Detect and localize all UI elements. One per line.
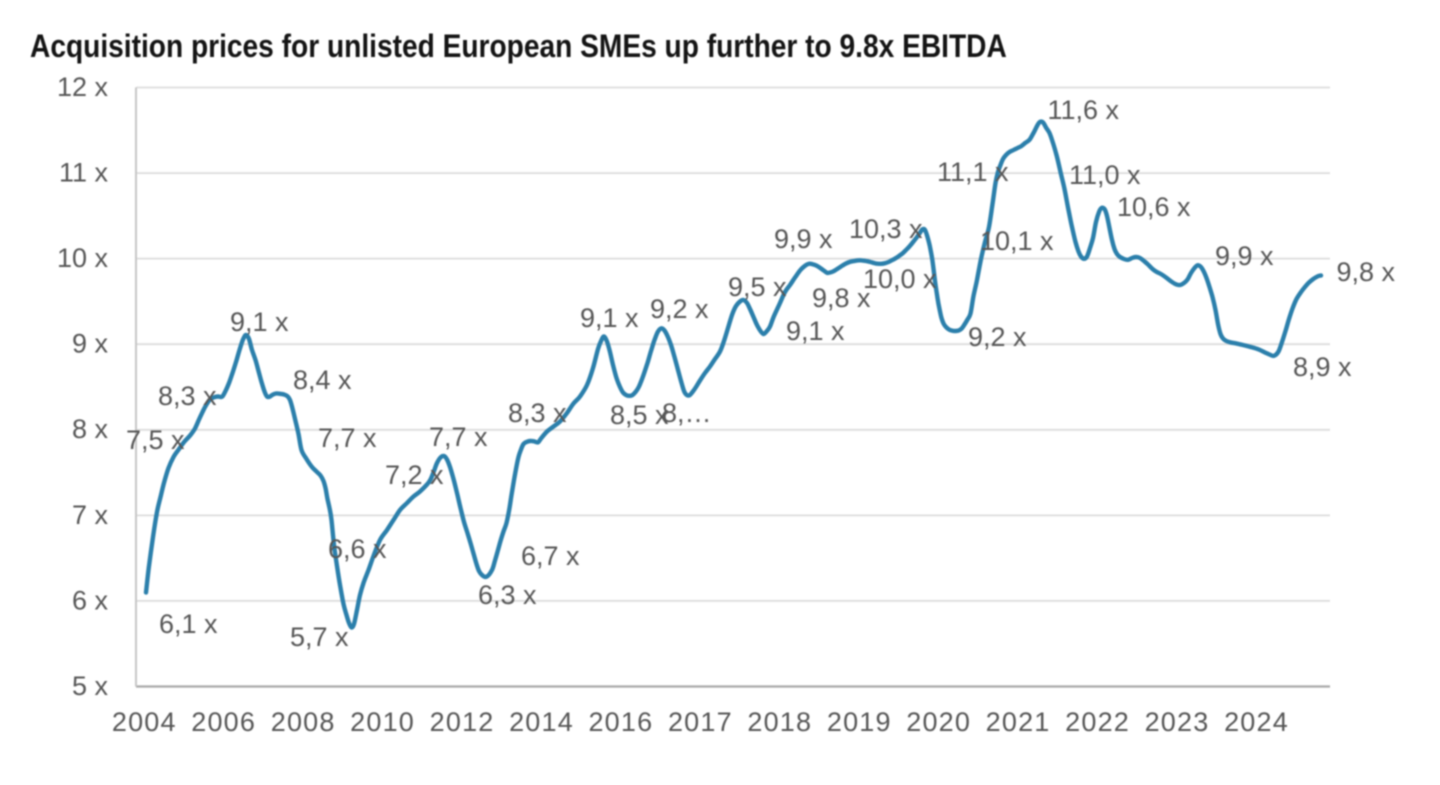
- svg-text:9 x: 9 x: [72, 329, 109, 359]
- svg-text:2010: 2010: [350, 707, 415, 737]
- svg-text:7,7 x: 7,7 x: [318, 423, 377, 453]
- svg-text:10,1 x: 10,1 x: [980, 226, 1054, 256]
- svg-text:8,9 x: 8,9 x: [1293, 352, 1352, 382]
- svg-text:10,0 x: 10,0 x: [863, 264, 937, 294]
- svg-text:6,3 x: 6,3 x: [478, 580, 537, 610]
- svg-text:11 x: 11 x: [59, 158, 109, 188]
- svg-text:9,1 x: 9,1 x: [786, 316, 845, 346]
- svg-text:9,9 x: 9,9 x: [774, 224, 833, 254]
- svg-text:10 x: 10 x: [57, 243, 109, 273]
- svg-text:7,7 x: 7,7 x: [429, 422, 488, 452]
- svg-text:9,2 x: 9,2 x: [968, 322, 1027, 352]
- svg-text:9,8 x: 9,8 x: [1337, 257, 1396, 287]
- svg-text:2006: 2006: [191, 707, 256, 737]
- svg-text:9,1 x: 9,1 x: [230, 307, 289, 337]
- svg-text:9,1 x: 9,1 x: [580, 303, 639, 333]
- svg-text:8,4 x: 8,4 x: [293, 365, 352, 395]
- svg-text:7,2 x: 7,2 x: [385, 460, 444, 490]
- svg-text:11,1 x: 11,1 x: [937, 157, 1009, 187]
- svg-text:9,9 x: 9,9 x: [1215, 241, 1274, 271]
- svg-text:2014: 2014: [509, 707, 574, 737]
- svg-text:9,5 x: 9,5 x: [728, 272, 787, 302]
- svg-text:5,7 x: 5,7 x: [290, 622, 349, 652]
- svg-text:8 x: 8 x: [72, 414, 109, 444]
- svg-text:2022: 2022: [1065, 707, 1130, 737]
- svg-text:2012: 2012: [430, 707, 495, 737]
- svg-text:2023: 2023: [1145, 707, 1210, 737]
- svg-text:8,…: 8,…: [662, 398, 712, 428]
- svg-text:8,3 x: 8,3 x: [508, 398, 567, 428]
- svg-text:12 x: 12 x: [57, 72, 109, 102]
- svg-text:5 x: 5 x: [72, 671, 109, 701]
- svg-text:8,5 x: 8,5 x: [610, 400, 669, 430]
- svg-text:2018: 2018: [747, 707, 812, 737]
- svg-text:2024: 2024: [1224, 707, 1289, 737]
- svg-text:2008: 2008: [271, 707, 336, 737]
- svg-text:2017: 2017: [668, 707, 733, 737]
- svg-text:7,5 x: 7,5 x: [126, 425, 185, 455]
- svg-text:10,3 x: 10,3 x: [849, 214, 923, 244]
- svg-text:8,3 x: 8,3 x: [158, 381, 217, 411]
- svg-text:6,6 x: 6,6 x: [328, 534, 387, 564]
- svg-text:11,0 x: 11,0 x: [1069, 160, 1141, 190]
- svg-text:2016: 2016: [588, 707, 653, 737]
- svg-text:6 x: 6 x: [72, 585, 109, 615]
- svg-text:9,8 x: 9,8 x: [812, 283, 871, 313]
- svg-text:2019: 2019: [827, 707, 892, 737]
- svg-text:7 x: 7 x: [72, 500, 109, 530]
- svg-text:2020: 2020: [906, 707, 971, 737]
- svg-text:2021: 2021: [986, 707, 1051, 737]
- svg-text:11,6 x: 11,6 x: [1048, 95, 1120, 125]
- svg-text:9,2 x: 9,2 x: [650, 294, 709, 324]
- svg-text:10,6 x: 10,6 x: [1117, 192, 1191, 222]
- svg-text:6,7 x: 6,7 x: [521, 541, 580, 571]
- svg-text:6,1 x: 6,1 x: [159, 609, 218, 639]
- svg-text:2004: 2004: [112, 707, 177, 737]
